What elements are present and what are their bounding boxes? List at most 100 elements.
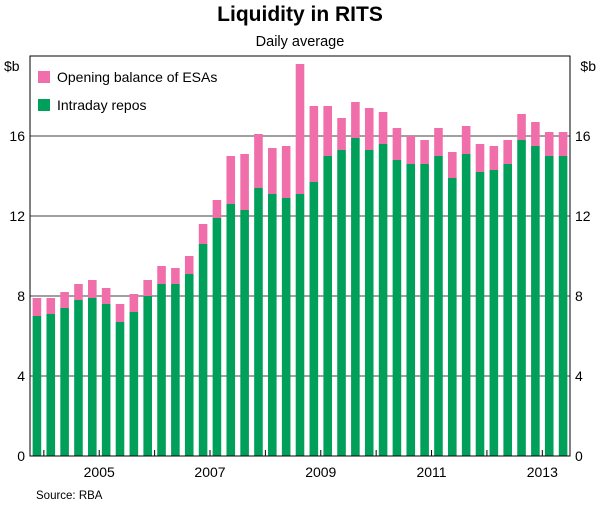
bar-opening-balance [32,298,42,316]
y-tick-label-right: 8 [575,288,583,304]
x-tick-label: 2011 [416,464,446,480]
bar-opening-balance [544,132,554,156]
bars [32,64,568,456]
bar-opening-balance [129,294,139,312]
bar-opening-balance [392,128,402,160]
bar-opening-balance [406,136,416,164]
bar-opening-balance [157,266,166,284]
bar-intraday-repos [351,138,360,456]
bar-intraday-repos [420,164,429,456]
y-tick-label-right: 4 [575,368,583,384]
bar-intraday-repos [212,218,222,456]
source-note: Source: RBA [36,490,103,502]
bar-opening-balance [295,64,305,194]
bar-intraday-repos [475,172,485,456]
bar-opening-balance [143,280,152,296]
bar-opening-balance [448,152,457,178]
bar-intraday-repos [503,164,512,456]
bar-intraday-repos [157,284,166,456]
bar-intraday-repos [171,284,180,456]
bar-intraday-repos [406,164,416,456]
bar-intraday-repos [254,188,263,456]
legend: Opening balance of ESAs Intraday repos [38,69,217,113]
bar-opening-balance [226,156,236,204]
bar-intraday-repos [115,322,125,456]
y-tick-label-left: 12 [9,208,25,224]
y-tick-label-right: 16 [575,128,591,144]
bar-opening-balance [46,298,56,314]
bar-intraday-repos [337,150,346,456]
unit-label-right: $b [580,58,596,74]
bar-opening-balance [364,108,374,150]
bar-opening-balance [240,154,249,210]
bar-intraday-repos [281,198,291,456]
bar-opening-balance [212,200,222,218]
bar-opening-balance [475,144,485,172]
bar-opening-balance [254,134,263,188]
bar-opening-balance [378,112,388,144]
bar-opening-balance [281,146,291,198]
legend-swatch-intraday-repos [38,99,50,111]
bar-intraday-repos [46,314,56,456]
bar-intraday-repos [309,182,319,456]
bar-opening-balance [309,106,319,182]
unit-label-left: $b [4,58,20,74]
x-tick-label: 2009 [305,464,336,480]
legend-swatch-opening-balance [38,71,50,83]
bar-opening-balance [420,140,429,164]
bar-intraday-repos [101,304,111,456]
bar-opening-balance [558,132,568,156]
bar-intraday-repos [461,154,471,456]
y-tick-label-left: 16 [9,128,25,144]
y-tick-label-left: 0 [17,448,25,464]
bar-opening-balance [489,146,499,170]
bar-opening-balance [531,122,540,146]
bar-intraday-repos [434,156,443,456]
bar-opening-balance [88,280,97,298]
bar-intraday-repos [323,156,332,456]
bar-intraday-repos [240,210,249,456]
x-tick-label: 2013 [527,464,558,480]
bar-intraday-repos [143,296,152,456]
bar-intraday-repos [448,178,457,456]
bar-opening-balance [434,128,443,156]
bar-intraday-repos [558,156,568,456]
bar-opening-balance [171,268,180,284]
bar-opening-balance [198,224,208,244]
plot-area [29,55,571,457]
y-axis-right: 0 4 8 12 16 [575,128,591,464]
bar-intraday-repos [268,194,277,456]
bar-intraday-repos [378,144,388,456]
bar-opening-balance [184,256,194,274]
y-axis-left: 0 4 8 12 16 [9,128,25,464]
bar-opening-balance [74,284,83,300]
bar-intraday-repos [364,150,374,456]
bar-intraday-repos [129,312,139,456]
plot-frame [29,55,571,457]
bar-opening-balance [60,292,69,308]
bar-intraday-repos [60,308,69,456]
bar-intraday-repos [74,300,83,456]
x-tick-label: 2007 [194,464,225,480]
y-tick-label-left: 4 [17,368,25,384]
legend-label-opening-balance: Opening balance of ESAs [57,69,217,85]
x-ticks [43,450,543,456]
legend-label-intraday-repos: Intraday repos [57,97,147,113]
bar-intraday-repos [517,140,526,456]
bar-opening-balance [351,102,360,138]
bar-opening-balance [461,126,471,154]
bar-intraday-repos [32,316,42,456]
chart-subtitle: Daily average [256,34,345,50]
bar-opening-balance [323,106,332,156]
bar-intraday-repos [531,146,540,456]
bar-opening-balance [517,114,526,140]
bar-opening-balance [337,118,346,150]
bar-intraday-repos [198,244,208,456]
bar-opening-balance [268,148,277,194]
bar-intraday-repos [295,194,305,456]
bar-intraday-repos [489,170,499,456]
y-tick-label-right: 0 [575,448,583,464]
y-tick-label-right: 12 [575,208,591,224]
chart-title: Liquidity in RITS [217,3,383,26]
